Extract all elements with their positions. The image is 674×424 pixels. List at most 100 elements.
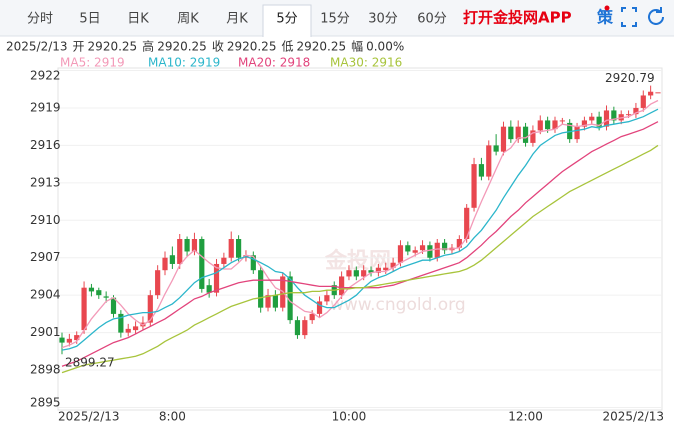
tab[interactable]: 60分 xyxy=(417,12,447,27)
candle-body xyxy=(59,337,65,343)
candle-body xyxy=(419,245,426,251)
low-label: 2899.27 xyxy=(65,356,115,370)
candle-body xyxy=(250,255,256,271)
plot-frame xyxy=(57,67,663,411)
candle-body xyxy=(118,313,124,333)
candle-body xyxy=(353,270,359,277)
refresh-icon[interactable] xyxy=(648,7,664,25)
candle-body xyxy=(581,120,588,127)
info-item: 收 xyxy=(212,40,224,54)
legend-entry: MA20: 2918 xyxy=(238,56,310,70)
candle-body xyxy=(405,245,411,252)
candle-body xyxy=(640,95,646,108)
legend-entry: MA30: 2916 xyxy=(330,56,402,70)
candle-body xyxy=(559,120,565,122)
candle-body xyxy=(464,207,470,239)
candle-body xyxy=(228,239,234,258)
toolbar xyxy=(0,0,674,36)
candle-body xyxy=(81,287,87,331)
candle-body xyxy=(169,255,175,264)
x-tick-label: 2025/2/13 xyxy=(58,410,120,424)
tab[interactable]: 5分 xyxy=(276,12,297,27)
x-tick-label: 10:00 xyxy=(332,410,367,424)
candle-body xyxy=(302,320,308,336)
candle-body xyxy=(96,290,102,296)
candle-body xyxy=(493,145,499,152)
tab[interactable]: 30分 xyxy=(368,12,398,27)
candle-body xyxy=(383,267,389,271)
info-item: 高 xyxy=(142,39,154,54)
candle-body xyxy=(103,296,109,298)
candle-body xyxy=(213,263,220,293)
badge-dot xyxy=(604,5,610,11)
candle-body xyxy=(162,257,168,271)
candle-body xyxy=(390,262,396,268)
info-item: 低 xyxy=(281,40,293,54)
candle-body xyxy=(199,239,205,289)
candle-body xyxy=(155,270,161,296)
candle-body xyxy=(66,338,72,343)
info-item: 2920.25 xyxy=(157,40,207,54)
candle-body xyxy=(132,326,139,331)
candle-body xyxy=(486,145,492,177)
candle-body xyxy=(184,239,190,252)
tab[interactable]: 15分 xyxy=(320,12,350,27)
candle-body xyxy=(633,107,639,115)
candle-body xyxy=(74,335,80,341)
tab[interactable]: 分时 xyxy=(27,12,53,27)
candle-body xyxy=(324,295,330,302)
y-tick-label: 2901 xyxy=(30,325,61,339)
candle-body xyxy=(515,126,521,140)
y-tick-label: 2916 xyxy=(30,138,61,152)
high-label: 2920.79 xyxy=(605,71,655,85)
legend-entry: MA10: 2919 xyxy=(148,56,220,70)
candle-body xyxy=(339,276,345,296)
candle-body xyxy=(258,270,264,308)
candle-body xyxy=(589,116,595,121)
candle-body xyxy=(309,313,315,321)
candle-body xyxy=(611,110,617,121)
candle-body xyxy=(530,130,536,143)
y-tick-label: 2904 xyxy=(30,288,61,302)
candle-body xyxy=(346,270,352,277)
candle-body xyxy=(471,164,477,208)
legend-entry: MA5: 2919 xyxy=(60,56,125,70)
ma-line xyxy=(61,108,659,351)
candle-body xyxy=(412,250,418,253)
candle-body xyxy=(375,267,381,273)
candle-body xyxy=(235,239,242,258)
candle-body xyxy=(434,242,440,258)
candle-body xyxy=(596,116,602,127)
y-tick-label: 2910 xyxy=(30,213,61,227)
y-tick-label: 2898 xyxy=(30,363,61,377)
candle-body xyxy=(265,295,271,308)
candle-body xyxy=(456,239,462,248)
info-item: 2920.25 xyxy=(227,40,277,54)
candle-body xyxy=(397,245,404,263)
tab[interactable]: 月K xyxy=(226,12,248,27)
app-promo[interactable]: 打开金投网APP xyxy=(463,9,572,27)
candle-body xyxy=(368,270,374,273)
info-item: 幅 xyxy=(351,39,363,54)
active-tab-box xyxy=(262,4,312,37)
candle-body xyxy=(125,328,131,333)
info-item: 2920.25 xyxy=(88,40,138,54)
y-tick-label: 2907 xyxy=(30,250,61,264)
candle-body xyxy=(500,126,507,152)
x-tick-label: 12:00 xyxy=(508,410,543,424)
candle-body xyxy=(191,239,198,252)
info-item: 2025/2/13 xyxy=(6,40,68,54)
tab[interactable]: 周K xyxy=(177,12,199,27)
tab[interactable]: 日K xyxy=(127,12,149,27)
ma-line xyxy=(61,144,659,374)
fullscreen-icon[interactable] xyxy=(621,7,637,27)
info-item: 开 xyxy=(73,40,85,54)
strategy-icon[interactable]: 策 xyxy=(596,8,614,27)
ma-line xyxy=(61,121,659,367)
candle-body xyxy=(545,120,551,130)
tab[interactable]: 5日 xyxy=(79,12,100,27)
candle-body xyxy=(221,257,227,264)
x-tick-label: 2025/2/13 xyxy=(602,410,664,424)
candle-body xyxy=(88,287,95,292)
